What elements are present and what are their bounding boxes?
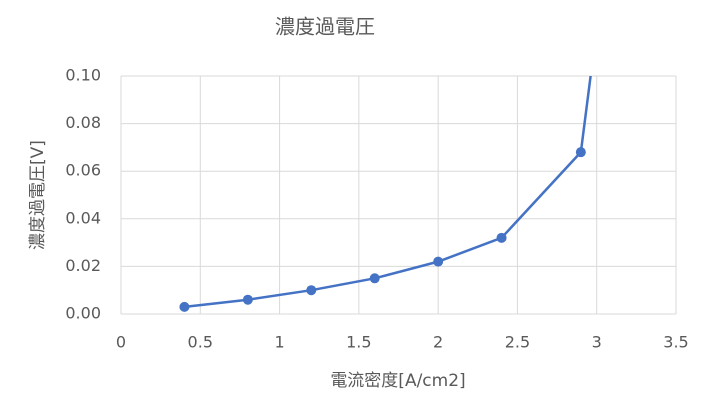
x-tick-label: 2 [433, 333, 443, 352]
x-tick-label: 2.5 [505, 333, 530, 352]
chart-title: 濃度過電圧 [275, 15, 375, 39]
data-point [179, 301, 190, 312]
data-point [433, 256, 444, 267]
x-tick-label: 1 [274, 333, 284, 352]
y-tick-label: 0.04 [65, 208, 101, 227]
data-point [242, 294, 253, 305]
grid [120, 75, 677, 315]
y-tick-label: 0.08 [65, 113, 101, 132]
data-line [184, 76, 592, 309]
x-tick-label: 0 [116, 333, 126, 352]
y-tick-label: 0.02 [65, 256, 101, 275]
y-tick-label: 0.10 [65, 66, 101, 85]
plot-area [179, 23, 602, 312]
data-point [306, 285, 317, 296]
y-axis-title: 濃度過電圧[V] [28, 140, 48, 250]
x-tick-label: 1.5 [346, 333, 371, 352]
data-point [496, 232, 507, 243]
y-tick-label: 0.06 [65, 161, 101, 180]
data-point [575, 147, 586, 158]
data-point [592, 23, 602, 33]
x-tick-label: 0.5 [188, 333, 213, 352]
x-axis-title: 電流密度[A/cm2] [330, 371, 465, 391]
x-tick-label: 3 [592, 333, 602, 352]
y-tick-label: 0.00 [65, 304, 101, 323]
data-point [369, 273, 380, 284]
x-tick-label: 3.5 [663, 333, 688, 352]
